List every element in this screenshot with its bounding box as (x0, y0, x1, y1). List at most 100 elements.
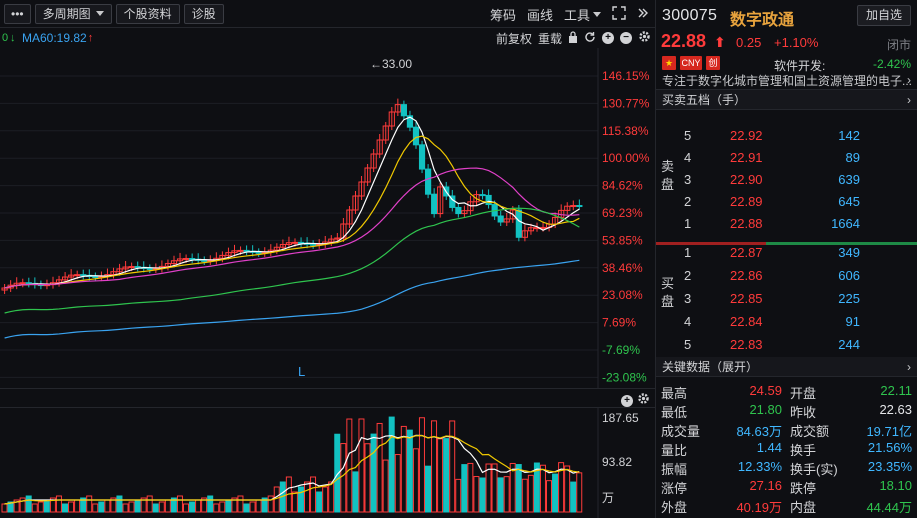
buy-level-4[interactable]: 4 22.84 91 (676, 311, 912, 333)
chevron-right-icon: › (907, 359, 911, 374)
candle-body (219, 254, 226, 259)
buy-level-3[interactable]: 3 22.85 225 (676, 288, 912, 310)
key-label: 成交额 (790, 424, 830, 439)
add-watchlist-button[interactable]: 加自选 (856, 5, 911, 26)
level-price: 22.90 (730, 172, 763, 187)
ma10-line (4, 135, 580, 289)
volume-zoom-in-icon[interactable]: + (621, 392, 633, 407)
pct-tick-label: 115.38% (602, 124, 649, 138)
candle-body (418, 144, 426, 170)
company-description[interactable]: 专注于数字化城市管理和国土资源管理的电子... › (656, 72, 917, 90)
pct-tick-label: -7.69% (602, 343, 640, 357)
more-menu-button[interactable]: ••• (4, 3, 31, 24)
candle-body (273, 246, 280, 251)
volume-bar (310, 476, 317, 513)
buy-level-2[interactable]: 2 22.86 606 (676, 265, 912, 287)
key-label: 换手(实) (790, 462, 838, 477)
pct-tick-label: 130.77% (602, 96, 650, 110)
candle-body (479, 194, 486, 197)
buy-level-1[interactable]: 1 22.87 349 (676, 242, 912, 264)
orderbook-title: 买卖五档（手） (662, 93, 747, 107)
multi-period-button[interactable]: 多周期图 (34, 3, 112, 24)
level-index: 4 (684, 150, 692, 165)
candle-body (134, 266, 141, 269)
key-data-row: 成交量 84.63万 成交额 19.71亿 (656, 419, 917, 439)
volume-header: + (0, 388, 655, 408)
zoom-in-icon[interactable]: + (602, 32, 614, 44)
sell-level-5[interactable]: 5 22.92 142 (676, 125, 912, 147)
key-data-title-bar[interactable]: 关键数据（展开） › (656, 357, 917, 377)
level-price: 22.83 (730, 337, 763, 352)
volume-bar (201, 497, 208, 513)
sell-level-1[interactable]: 1 22.88 1664 (676, 213, 912, 235)
orderbook-title-bar[interactable]: 买卖五档（手） › (656, 90, 917, 110)
key-data-row: 市盈(静)70.84市盈(TTM)56.38 (656, 514, 917, 518)
market-status: 闭市 (886, 38, 911, 52)
sell-level-2[interactable]: 2 22.89 645 (676, 191, 912, 213)
volume-bar (564, 465, 571, 513)
candle-body (515, 209, 522, 238)
volume-bar (570, 481, 577, 513)
draw-line-link[interactable]: 画线 (526, 7, 553, 23)
double-chevron-right-icon[interactable] (637, 7, 649, 21)
candle-body (92, 275, 99, 278)
kline-chart[interactable]: 146.15% 130.77% 115.38% 100.00% 84.62% 69.23%… (0, 48, 655, 388)
sell-level-4[interactable]: 4 22.91 89 (676, 147, 912, 169)
currency-tag: CNY (680, 56, 702, 70)
level-volume: 349 (838, 245, 860, 260)
ma20-line (4, 167, 580, 289)
key-value: 1.44 (756, 440, 782, 455)
volume-bar (25, 495, 32, 513)
buy-level-5[interactable]: 5 22.83 244 (676, 334, 912, 356)
sell-level-3[interactable]: 3 22.90 639 (676, 169, 912, 191)
volume-bar (394, 454, 401, 513)
chart-area[interactable]: ••• 多周期图 个股资料 诊股 筹码 画线 工具 0 ↓ MA60:19.82… (0, 0, 655, 518)
refresh-icon[interactable] (584, 31, 596, 46)
volume-bar (128, 501, 135, 513)
volume-bar (539, 464, 546, 513)
volume-bar (346, 418, 353, 513)
volume-bar (431, 420, 438, 513)
adjust-button[interactable]: 前复权 (495, 31, 532, 46)
multi-period-label: 多周期图 (42, 6, 91, 21)
candle-body (201, 259, 208, 262)
stock-header: 300075 数字政通 加自选 (656, 0, 917, 30)
volume-bar (376, 422, 383, 513)
volume-bar (316, 491, 323, 513)
buy-side-label: 买盘 (661, 276, 675, 309)
lock-icon[interactable] (568, 30, 578, 46)
volume-settings-gear-icon[interactable] (637, 392, 650, 408)
level-volume: 142 (838, 128, 860, 143)
candle-body (68, 274, 75, 278)
reload-button[interactable]: 重载 (537, 31, 562, 46)
ma60-line (4, 259, 580, 339)
tools-menu[interactable]: 工具 (564, 5, 601, 24)
chips-link[interactable]: 筹码 (489, 7, 516, 23)
volume-bar (412, 448, 419, 513)
volume-bar (552, 473, 559, 513)
candle-body (485, 194, 492, 206)
volume-bar (176, 495, 183, 513)
volume-bar (7, 501, 14, 513)
candle-body (388, 111, 395, 127)
volume-bar (527, 474, 534, 513)
candle-body (364, 167, 371, 183)
settings-gear-icon[interactable] (638, 30, 651, 46)
key-value: 44.44万 (866, 500, 912, 515)
candle-body (394, 104, 401, 113)
level-price: 22.91 (730, 150, 763, 165)
zoom-out-icon[interactable]: − (620, 32, 632, 44)
candle-body (25, 282, 32, 285)
key-label: 成交量 (661, 424, 701, 439)
stock-profile-button[interactable]: 个股资料 (115, 3, 180, 24)
chevron-down-icon (95, 11, 104, 16)
candle-body (352, 195, 359, 211)
volume-bar (509, 462, 516, 513)
volume-bar (207, 495, 214, 513)
diagnose-button[interactable]: 诊股 (183, 3, 224, 24)
volume-bar (146, 495, 153, 513)
fullscreen-icon[interactable] (612, 6, 626, 22)
volume-bar (473, 476, 480, 513)
sector-label[interactable]: 软件开发: (774, 59, 826, 73)
